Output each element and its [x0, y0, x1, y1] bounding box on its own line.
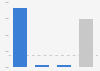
Bar [57, 65, 71, 67]
Bar [35, 65, 49, 67]
Bar [14, 8, 27, 67]
Bar [79, 19, 92, 67]
